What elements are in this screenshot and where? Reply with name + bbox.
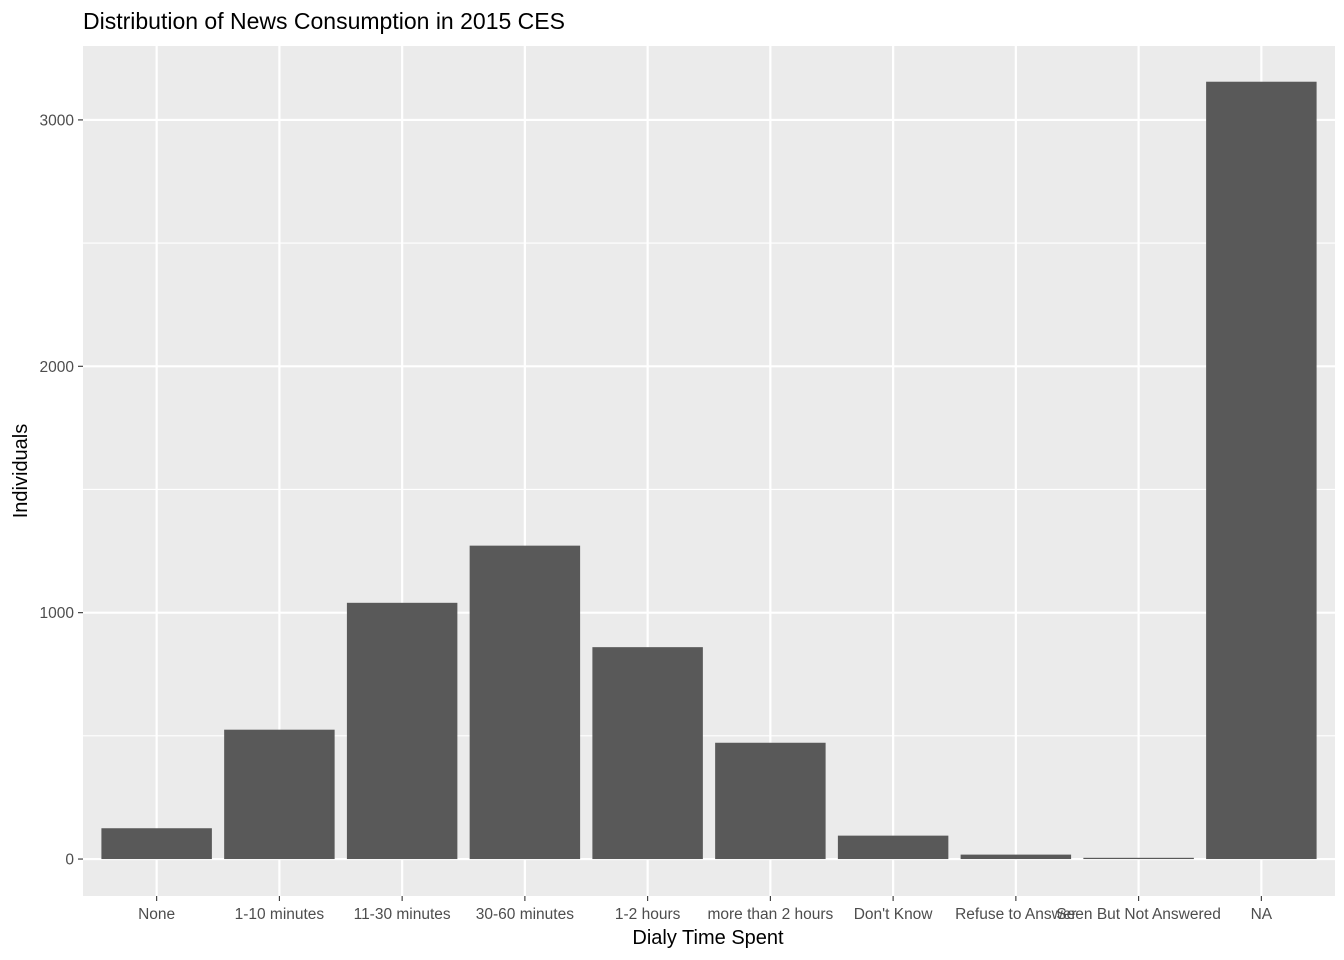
x-tick-label: None [138,906,175,923]
bar [1206,81,1317,860]
x-axis-title: Dialy Time Spent [632,927,784,949]
bars [101,81,1317,860]
x-tick-label: 30-60 minutes [476,906,574,923]
x-tick-label: Don't Know [854,906,934,923]
bar [469,545,581,860]
bar [592,647,703,860]
chart-title: Distribution of News Consumption in 2015… [83,8,565,34]
x-tick-label: 1-10 minutes [235,906,325,923]
y-tick-label: 3000 [40,112,75,129]
x-tick-label: Refuse to Answer [955,906,1076,923]
x-tick-label: more than 2 hours [707,906,833,923]
x-tick-label: Seen But Not Answered [1056,906,1221,923]
bar [101,828,212,860]
bar [837,835,949,860]
y-tick-label: 2000 [40,359,75,376]
y-tick-label: 0 [65,852,74,869]
bar [346,602,458,860]
bar [1083,857,1194,860]
y-tick-label: 1000 [40,605,75,622]
x-tick-label: NA [1251,906,1273,923]
bar [960,854,1072,860]
y-axis: 0 1000 2000 3000 [40,112,83,869]
y-axis-title: Individuals [10,424,32,519]
bar [224,729,335,860]
x-tick-label: 11-30 minutes [354,906,451,923]
x-axis: None 1-10 minutes 11-30 minutes 30-60 minut… [138,896,1273,923]
x-tick-label: 1-2 hours [615,906,681,923]
bar [715,742,826,860]
